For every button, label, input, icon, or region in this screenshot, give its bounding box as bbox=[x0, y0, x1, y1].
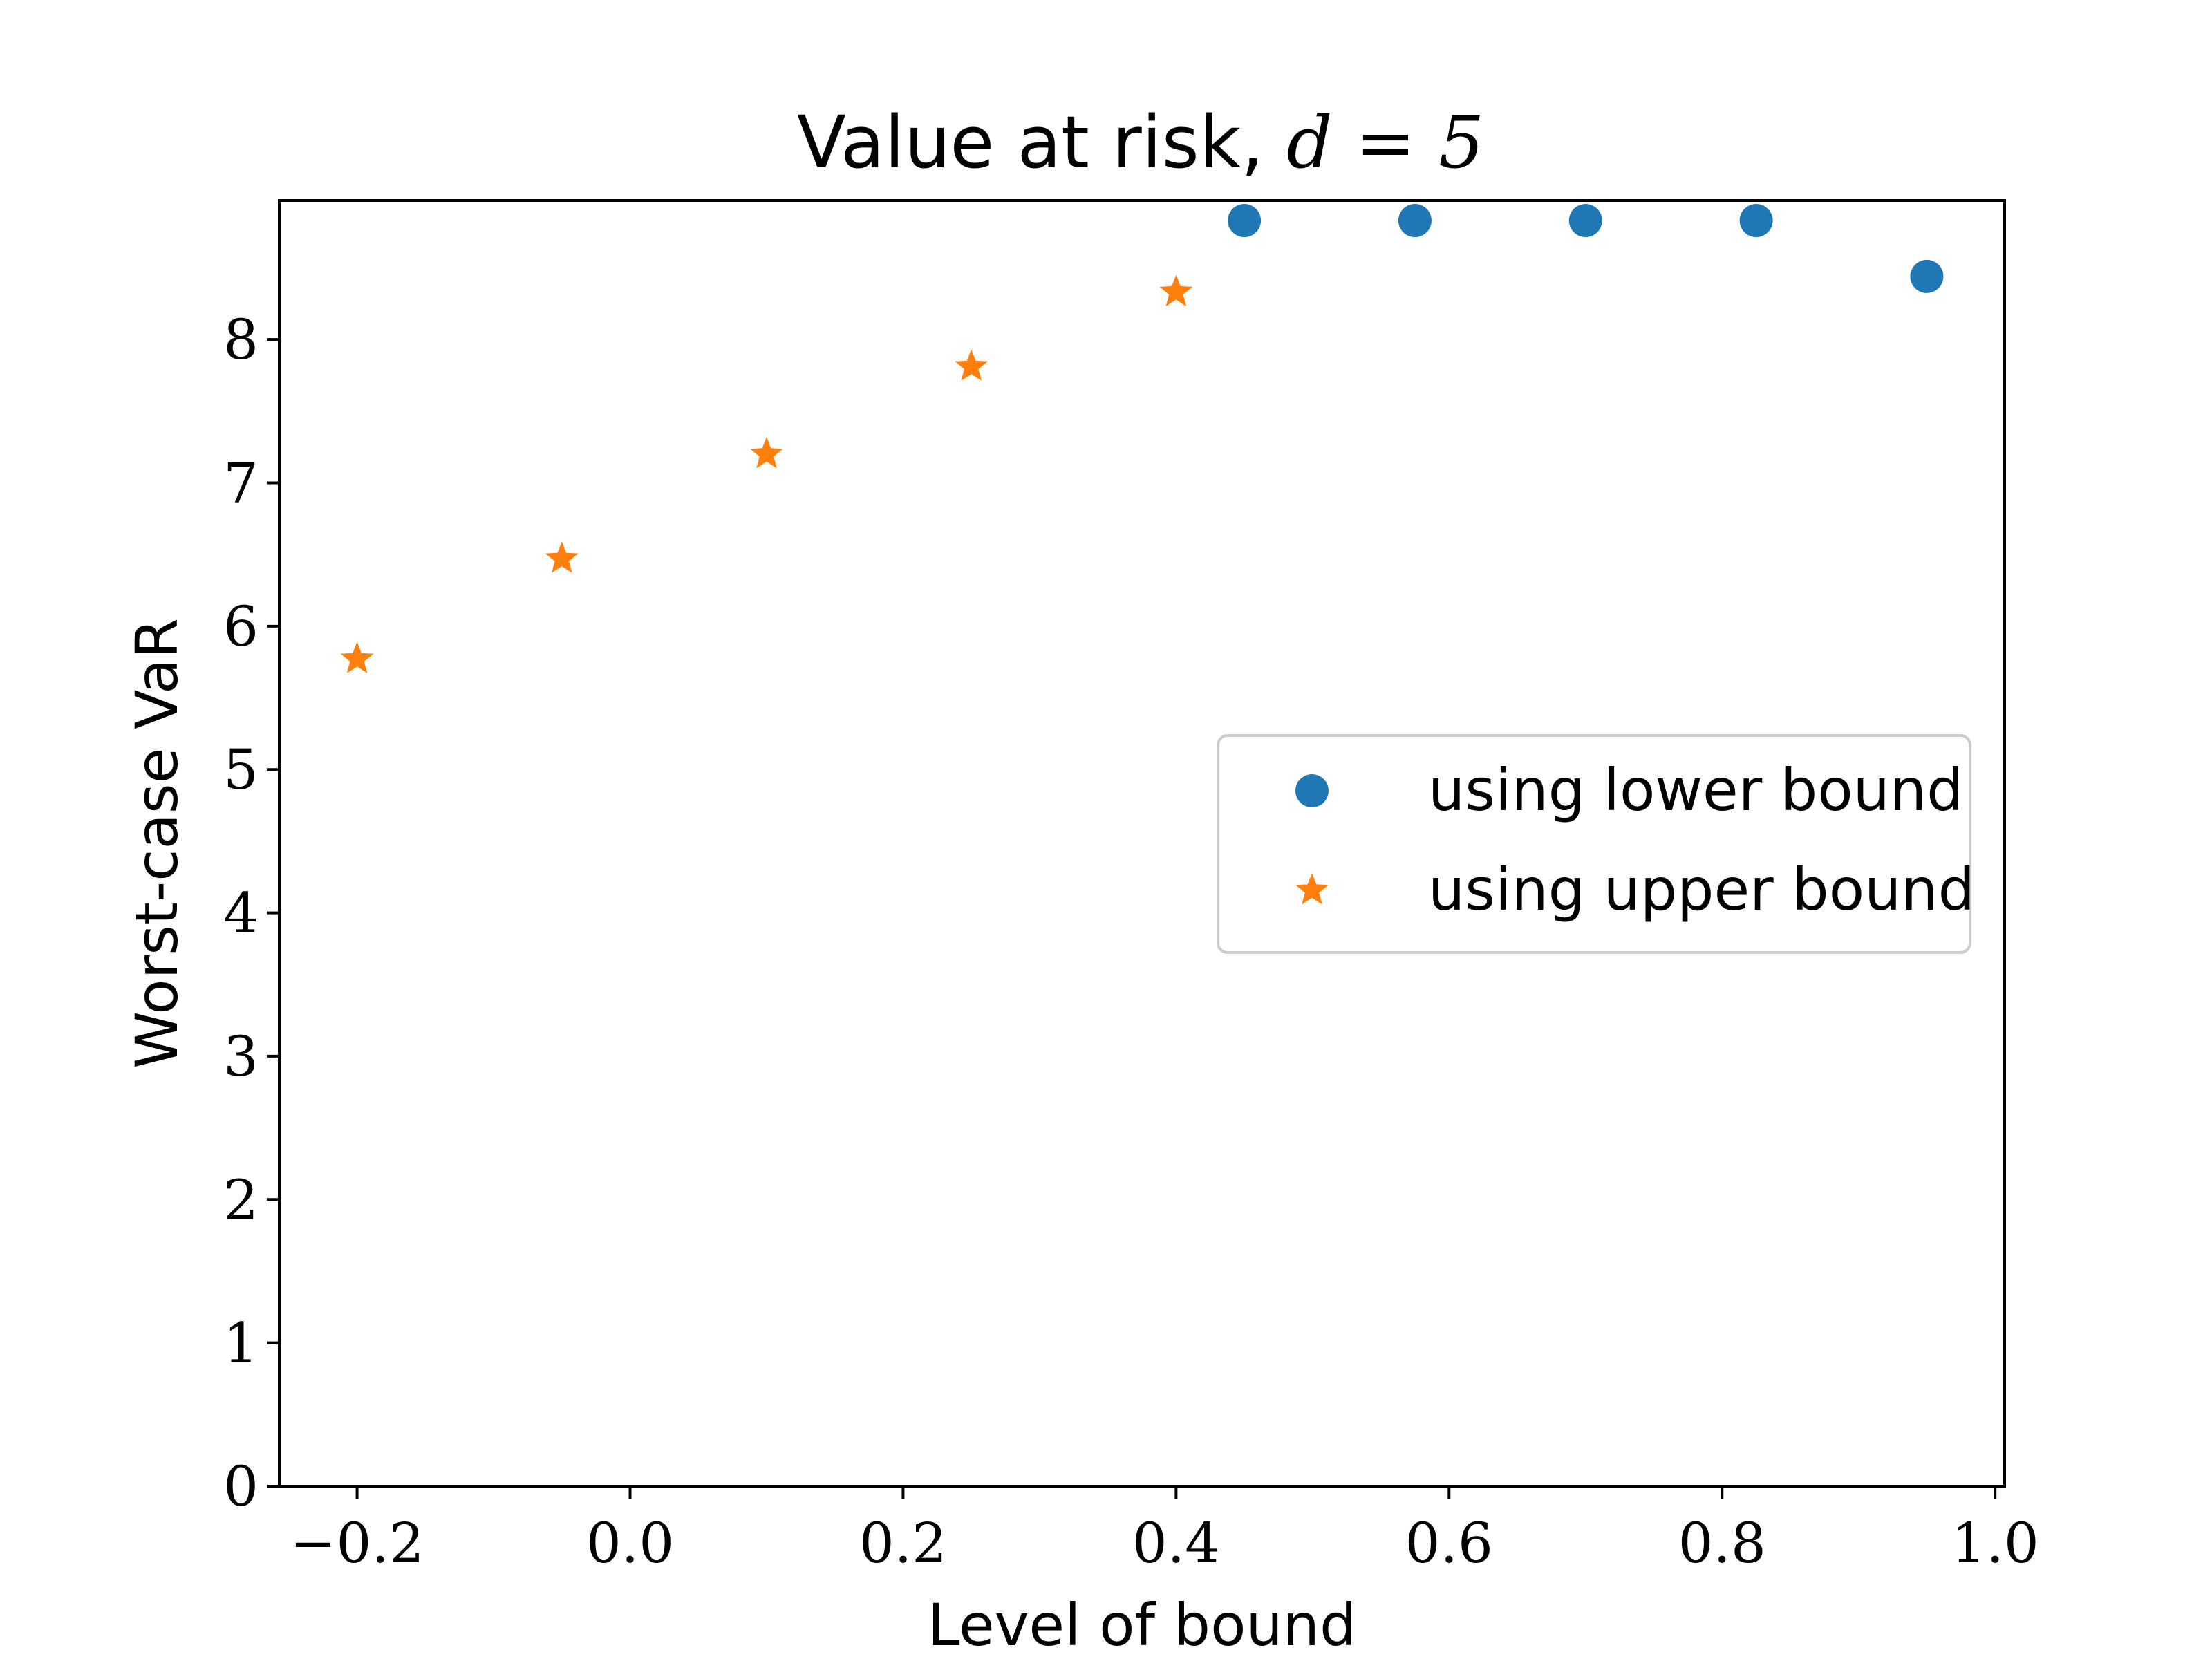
legend-marker-upper-bound bbox=[1295, 872, 1329, 905]
x-tick-label: 0.0 bbox=[586, 1511, 674, 1575]
y-tick-label: 8 bbox=[223, 308, 259, 372]
legend-label-upper-bound: using upper bound bbox=[1428, 856, 1975, 924]
lower-bound-point bbox=[1910, 259, 1944, 293]
x-tick-label: −0.2 bbox=[290, 1511, 424, 1575]
plot-frame bbox=[278, 199, 2006, 1488]
y-tick-label: 3 bbox=[223, 1024, 259, 1089]
upper-bound-point bbox=[750, 436, 783, 469]
x-tick-label: 1.0 bbox=[1951, 1511, 2039, 1575]
lower-bound-point bbox=[1568, 204, 1602, 238]
lower-bound-point bbox=[1739, 204, 1773, 238]
y-tick-label: 0 bbox=[223, 1454, 259, 1519]
x-tick-label: 0.4 bbox=[1132, 1511, 1220, 1575]
upper-bound-point bbox=[955, 349, 988, 381]
legend-marker-lower-bound bbox=[1295, 774, 1329, 807]
legend-star-marker bbox=[1295, 872, 1329, 905]
y-tick-label: 4 bbox=[223, 881, 259, 946]
x-tick-label: 0.2 bbox=[859, 1511, 947, 1575]
legend-circle-marker bbox=[1295, 774, 1329, 807]
upper-bound-point bbox=[545, 541, 579, 573]
y-tick-label: 6 bbox=[223, 594, 259, 659]
lower-bound-point bbox=[1398, 204, 1432, 238]
y-axis-label: Worst-case VaR bbox=[123, 618, 191, 1069]
chart-title-text: Value at risk, bbox=[797, 100, 1286, 185]
points-layer bbox=[340, 204, 1944, 673]
y-tick-label: 5 bbox=[223, 738, 259, 802]
y-tick-label: 1 bbox=[223, 1311, 259, 1376]
upper-bound-point bbox=[340, 641, 374, 673]
x-tick-label: 0.6 bbox=[1405, 1511, 1493, 1575]
legend-label-lower-bound: using lower bound bbox=[1428, 756, 1963, 824]
x-axis-label: Level of bound bbox=[928, 1591, 1357, 1659]
lower-bound-point bbox=[1228, 204, 1262, 238]
legend: using lower bound using upper bound bbox=[1217, 734, 1975, 954]
chart-title: Value at risk, d = 5 bbox=[797, 100, 1484, 185]
y-tick-label: 7 bbox=[223, 451, 259, 515]
chart-title-math: d = 5 bbox=[1286, 100, 1484, 185]
y-tick-label: 2 bbox=[223, 1168, 259, 1232]
legend-frame bbox=[1217, 734, 1971, 954]
ticks-layer: −0.2 0.0 0.2 0.4 0.6 0.8 1.0 0 1 2 3 4 5 6 7 8 bbox=[223, 308, 2039, 1575]
x-tick-label: 0.8 bbox=[1678, 1511, 1766, 1575]
upper-bound-point bbox=[1159, 274, 1193, 307]
